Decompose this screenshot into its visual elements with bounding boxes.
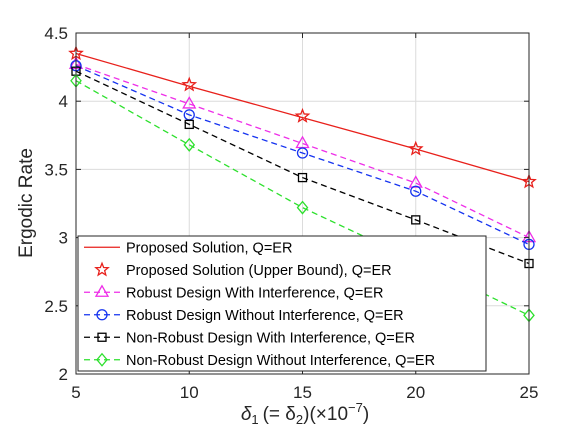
legend-label: Proposed Solution (Upper Bound), Q=ER [126, 263, 392, 279]
x-label-sub2: 2 [296, 412, 303, 427]
x-label-close: )(×10 [303, 404, 348, 425]
legend-entry: Proposed Solution (Upper Bound), Q=ER [94, 261, 392, 279]
legend-label: Non-Robust Design Without Interference, … [126, 353, 435, 369]
y-tick-label: 3 [59, 229, 68, 248]
data-point [182, 96, 197, 109]
data-point [184, 119, 194, 130]
x-label-end: ) [363, 404, 369, 425]
data-point [410, 185, 422, 197]
y-axis-label: Ergodic Rate [16, 148, 37, 258]
legend-entry: Proposed Solution, Q=ER [84, 240, 292, 256]
series-line [75, 63, 530, 239]
ticks: 5 10 15 20 25 2 2.5 3 3.5 4 4.5 [44, 24, 538, 402]
series-line [75, 65, 530, 246]
y-tick-label: 4.5 [44, 24, 68, 43]
legend-entry: Robust Design With Interference, Q=ER [84, 284, 384, 301]
x-axis-label: δ1 (= δ2)(×10−7) [241, 400, 369, 427]
x-tick-label: 10 [180, 383, 199, 402]
legend-label: Robust Design Without Interference, Q=ER [126, 308, 404, 324]
y-tick-label: 2.5 [44, 297, 68, 316]
x-tick-label: 20 [406, 383, 425, 402]
legend-entry: Non-Robust Design Without Interference, … [84, 352, 435, 369]
data-point [296, 200, 309, 215]
legend-label: Non-Robust Design With Interference, Q=E… [126, 330, 415, 346]
legend-swatch-marker [94, 284, 110, 297]
legend-box [77, 235, 487, 372]
data-point [296, 147, 309, 159]
series-line [75, 52, 530, 183]
data-point [297, 172, 308, 183]
x-label-mid: (= δ [263, 404, 296, 425]
legend: Proposed Solution, Q=ER Proposed Solution… [77, 235, 487, 372]
series-0 [75, 52, 530, 183]
x-label-main: δ [241, 404, 252, 425]
legend-label: Proposed Solution, Q=ER [126, 240, 292, 256]
y-tick-label: 2 [59, 365, 68, 384]
data-point [294, 107, 311, 123]
legend-swatch-marker [96, 309, 108, 321]
legend-swatch-marker [94, 261, 110, 277]
legend-entry: Non-Robust Design With Interference, Q=E… [84, 330, 415, 346]
x-tick-label: 5 [71, 383, 80, 402]
legend-label: Robust Design With Interference, Q=ER [126, 285, 384, 301]
x-label-sup: −7 [348, 400, 363, 415]
series-layer [68, 45, 537, 323]
data-point [411, 215, 421, 225]
legend-entry: Robust Design Without Interference, Q=ER [84, 308, 404, 324]
x-tick-label: 25 [520, 383, 539, 402]
series-line [75, 70, 530, 265]
y-tick-label: 3.5 [44, 160, 68, 179]
x-label-sub1: 1 [251, 412, 258, 427]
y-tick-label: 4 [59, 92, 68, 111]
x-tick-label: 15 [293, 383, 312, 402]
legend-swatch-marker [96, 352, 108, 367]
data-point [407, 140, 424, 156]
data-point [183, 137, 196, 152]
legend-swatch-marker [97, 332, 107, 342]
data-point [408, 175, 423, 188]
data-point [181, 76, 198, 92]
